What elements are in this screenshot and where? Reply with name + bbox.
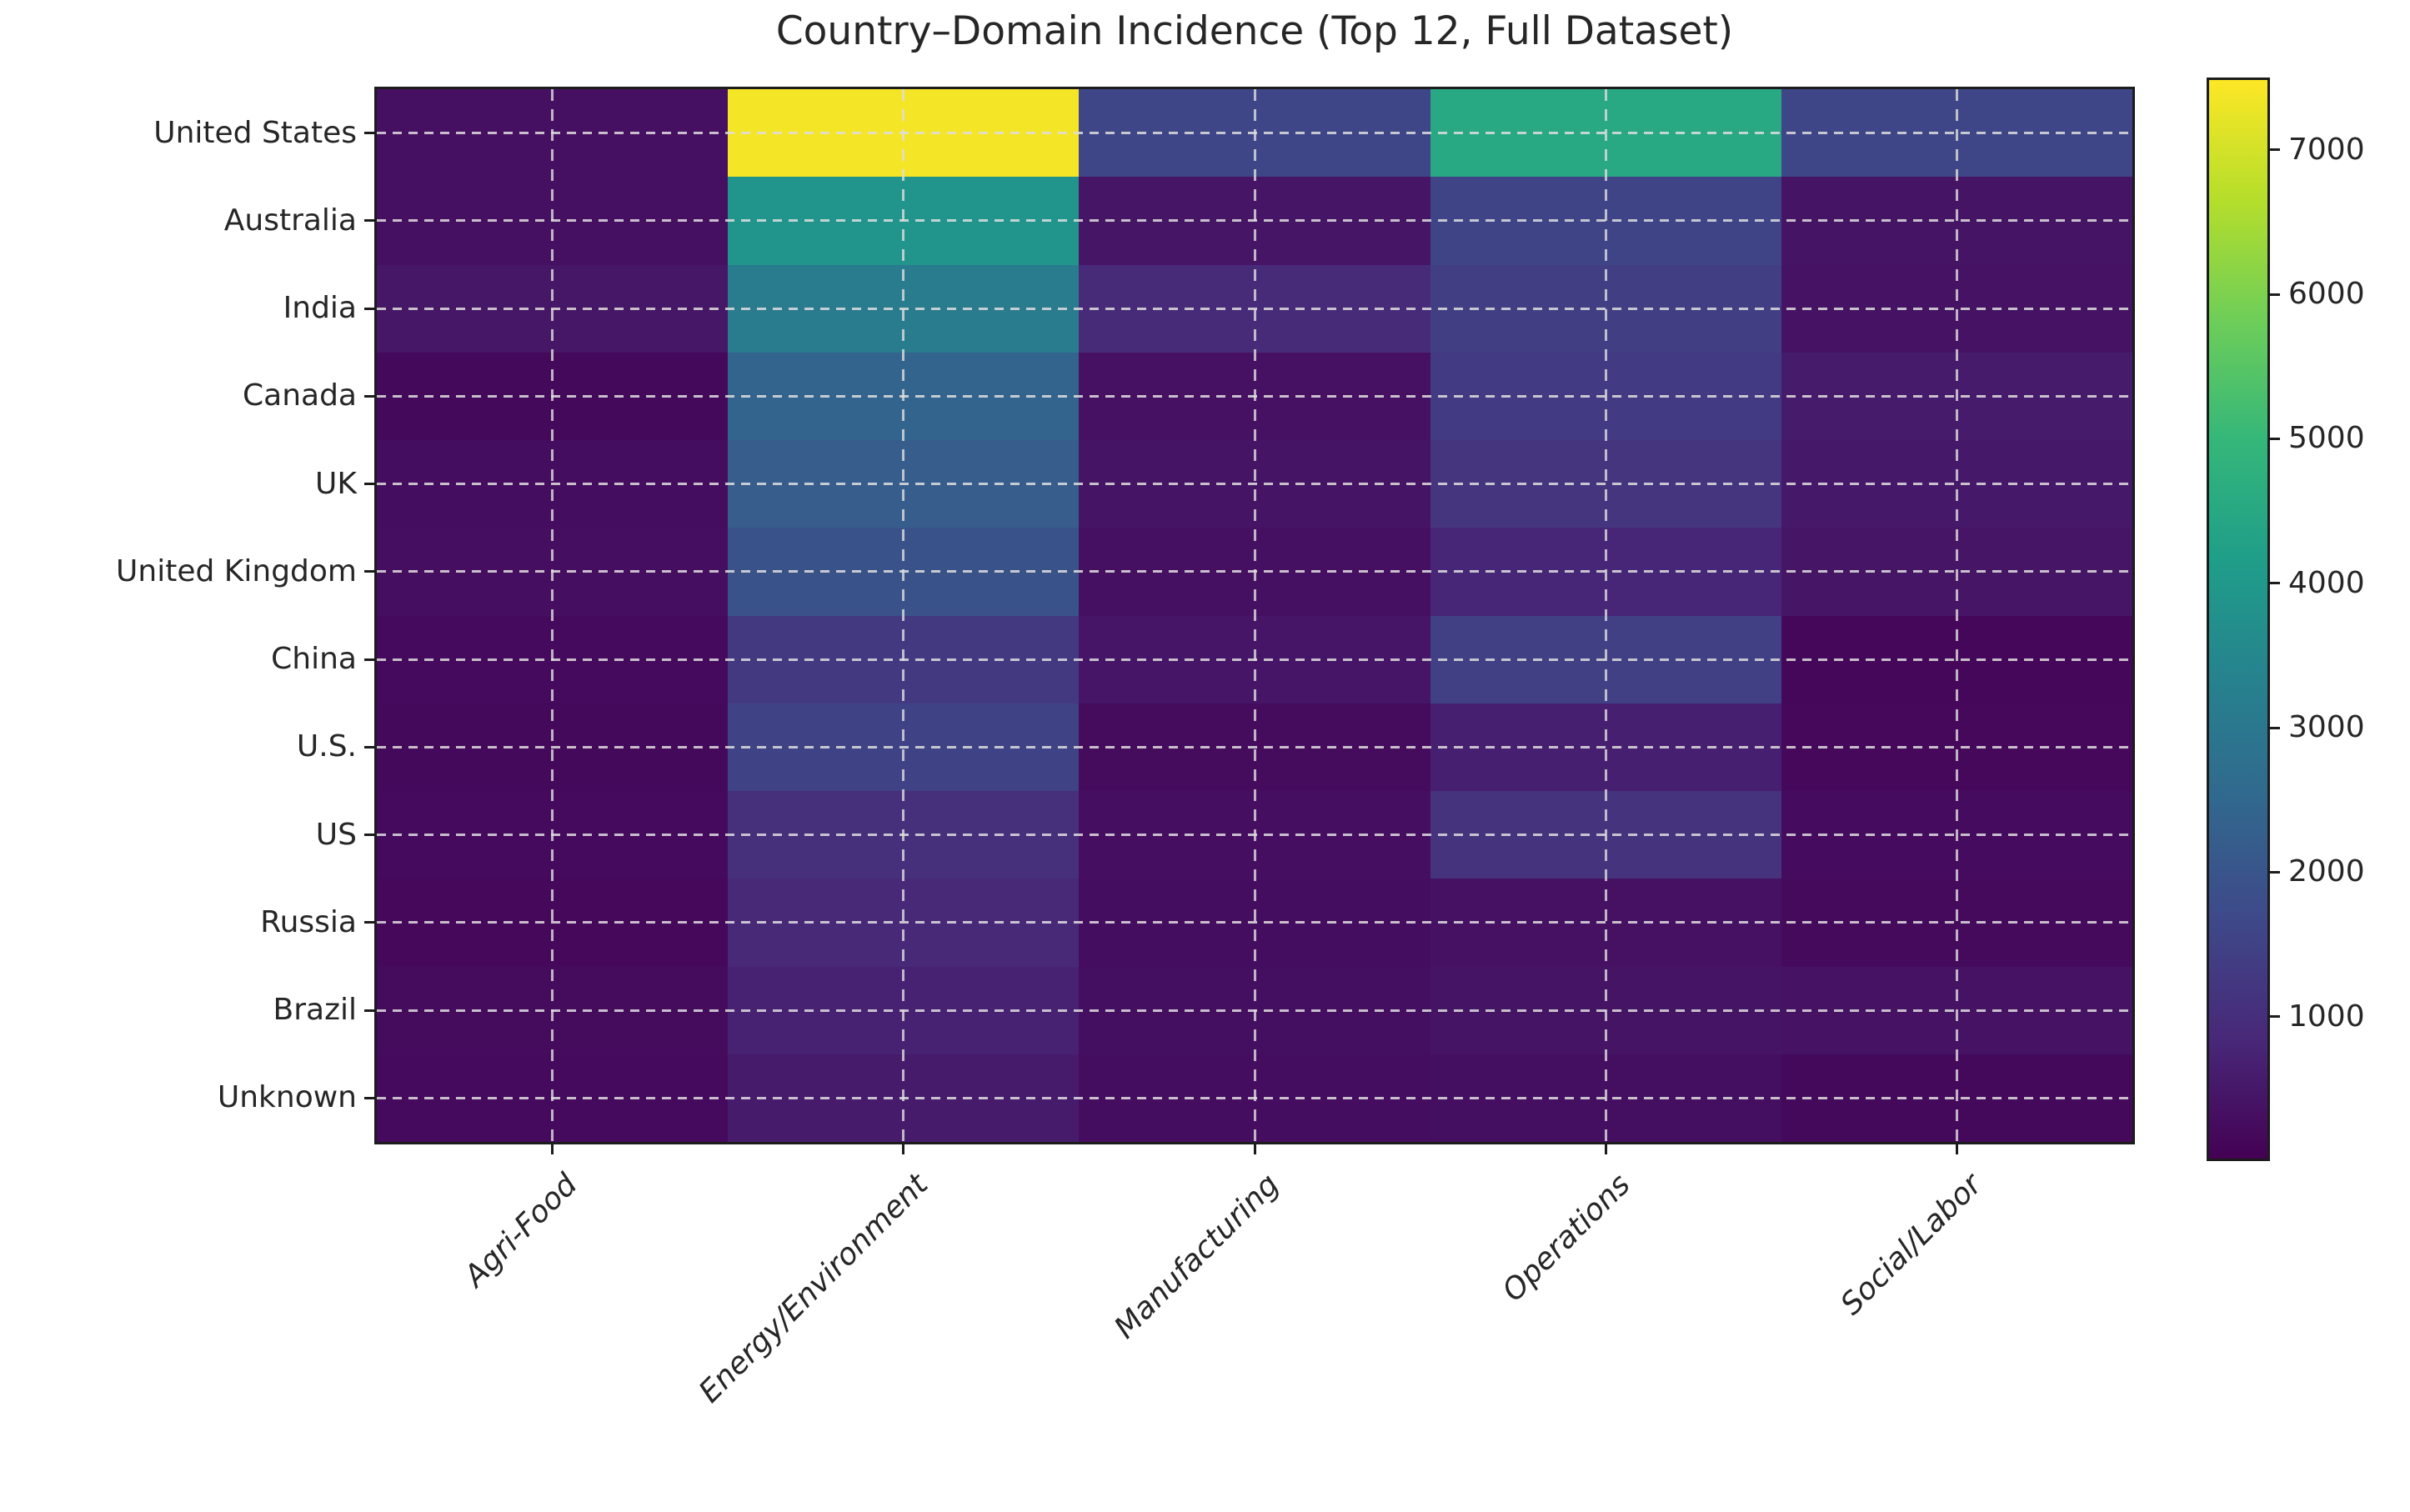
colorbar-tick xyxy=(2270,870,2280,874)
colorbar-tick-label: 1000 xyxy=(2288,999,2365,1034)
row-label: China xyxy=(271,642,357,677)
colorbar-tick xyxy=(2270,726,2280,729)
colorbar-tick xyxy=(2270,437,2280,440)
grid-line-vertical xyxy=(551,89,554,1142)
col-label: Manufacturing xyxy=(1108,1167,1286,1346)
row-label: United States xyxy=(153,115,357,150)
x-tick xyxy=(551,1144,554,1154)
y-tick xyxy=(364,132,374,135)
colorbar-tick-label: 7000 xyxy=(2288,132,2365,167)
colorbar-tick-label: 6000 xyxy=(2288,277,2365,311)
y-tick xyxy=(364,745,374,748)
chart-title: Country–Domain Incidence (Top 12, Full D… xyxy=(775,8,1734,54)
y-tick xyxy=(364,219,374,223)
colorbar-tick-label: 3000 xyxy=(2288,710,2365,744)
row-label: India xyxy=(283,291,357,326)
row-label: Brazil xyxy=(273,993,357,1028)
x-tick xyxy=(902,1144,905,1154)
col-label: Social/Labor xyxy=(1834,1167,1989,1322)
y-tick xyxy=(364,1009,374,1012)
grid-line-vertical xyxy=(1955,89,1958,1142)
colorbar-tick-label: 4000 xyxy=(2288,565,2365,600)
y-tick xyxy=(364,394,374,398)
row-label: Canada xyxy=(243,378,357,413)
grid-line-vertical xyxy=(1253,89,1256,1142)
row-label: Russia xyxy=(260,904,357,939)
row-label: US xyxy=(315,817,357,852)
x-tick xyxy=(1955,1144,1958,1154)
col-label: Agri-Food xyxy=(458,1167,584,1294)
colorbar-tick-label: 5000 xyxy=(2288,421,2365,456)
colorbar-tick-label: 2000 xyxy=(2288,854,2365,889)
x-tick xyxy=(1604,1144,1607,1154)
col-label: Operations xyxy=(1496,1167,1637,1309)
y-tick xyxy=(364,570,374,573)
row-label: UK xyxy=(315,466,357,501)
row-label: United Kingdom xyxy=(116,553,357,588)
y-tick xyxy=(364,483,374,486)
y-tick xyxy=(364,921,374,924)
row-label: Unknown xyxy=(217,1080,357,1115)
colorbar-gradient xyxy=(2209,80,2267,1159)
colorbar-tick xyxy=(2270,293,2280,296)
row-label: U.S. xyxy=(296,729,357,764)
grid-line-vertical xyxy=(902,89,905,1142)
y-tick xyxy=(364,1096,374,1099)
y-tick xyxy=(364,307,374,310)
grid-line-vertical xyxy=(1604,89,1607,1142)
y-tick xyxy=(364,834,374,837)
colorbar-tick xyxy=(2270,148,2280,152)
y-tick xyxy=(364,658,374,661)
row-label: Australia xyxy=(223,203,357,238)
colorbar-tick xyxy=(2270,1015,2280,1019)
colorbar xyxy=(2207,78,2270,1161)
col-label: Energy/Environment xyxy=(693,1167,935,1409)
colorbar-tick xyxy=(2270,582,2280,585)
x-tick xyxy=(1253,1144,1256,1154)
